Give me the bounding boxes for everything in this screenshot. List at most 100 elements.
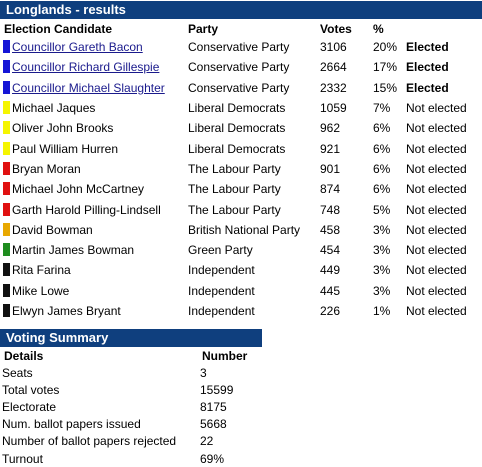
candidate-row: Mike Lowe Independent 445 3% Not elected <box>0 281 482 301</box>
candidate-name: Rita Farina <box>12 263 71 278</box>
votes-cell: 458 <box>320 222 341 237</box>
summary-label: Number of ballot papers rejected <box>2 434 177 449</box>
party-color-swatch <box>3 263 10 277</box>
candidate-row: Elwyn James Bryant Independent 226 1% Not el… <box>0 301 482 321</box>
party-color-swatch <box>3 101 10 115</box>
summary-header-row: Details Number <box>0 348 262 364</box>
party-cell: The Labour Party <box>188 182 281 197</box>
candidate-cell: Oliver John Brooks <box>0 118 184 138</box>
candidate-cell: Elwyn James Bryant <box>0 301 184 321</box>
summary-value: 8175 <box>200 399 227 414</box>
party-cell: Independent <box>188 283 255 298</box>
summary-value: 5668 <box>200 417 227 432</box>
percent-cell: 1% <box>373 304 391 318</box>
percent-cell: 3% <box>373 243 391 258</box>
votes-cell: 2664 <box>320 60 347 75</box>
candidate-column-header: Election Candidate <box>4 22 113 36</box>
summary-row: Electorate 8175 <box>0 398 262 415</box>
candidate-cell: Michael John McCartney <box>0 179 184 199</box>
percent-cell: 6% <box>373 121 391 136</box>
votes-cell: 748 <box>320 202 341 217</box>
party-color-swatch <box>3 121 10 135</box>
party-color-swatch <box>3 40 10 54</box>
status-column-header <box>402 21 482 37</box>
candidate-name-link[interactable]: Councillor Richard Gillespie <box>12 60 160 75</box>
candidate-name: Elwyn James Bryant <box>12 304 121 318</box>
candidate-cell: Councillor Michael Slaughter <box>0 78 184 98</box>
candidate-cell: Paul William Hurren <box>0 138 184 158</box>
status-cell: Not elected <box>406 263 467 278</box>
candidate-row: Michael John McCartney The Labour Party 87… <box>0 179 482 199</box>
percent-cell: 6% <box>373 161 391 176</box>
candidate-row: Paul William Hurren Liberal Democrats 921 6… <box>0 138 482 158</box>
votes-cell: 226 <box>320 304 341 318</box>
candidate-cell: Mike Lowe <box>0 281 184 301</box>
candidate-row: Garth Harold Pilling-Lindsell The Labour … <box>0 199 482 219</box>
summary-value: 69% <box>200 451 225 466</box>
votes-cell: 921 <box>320 141 341 156</box>
candidate-cell: Garth Harold Pilling-Lindsell <box>0 199 184 219</box>
candidate-cell: David Bowman <box>0 220 184 240</box>
candidate-row: David Bowman British National Party 458 3% N… <box>0 220 482 240</box>
candidate-row: Councillor Gareth Bacon Conservative Part… <box>0 37 482 57</box>
party-color-swatch <box>3 304 10 317</box>
candidate-cell: Councillor Gareth Bacon <box>0 37 184 57</box>
candidate-name: Michael John McCartney <box>12 182 145 197</box>
candidate-name-link[interactable]: Councillor Gareth Bacon <box>12 40 143 55</box>
candidate-name: Garth Harold Pilling-Lindsell <box>12 202 161 217</box>
status-cell: Not elected <box>406 141 467 156</box>
status-cell: Not elected <box>406 121 467 136</box>
candidate-row: Councillor Richard Gillespie Conservative… <box>0 57 482 77</box>
summary-label: Num. ballot papers issued <box>2 417 141 432</box>
candidate-cell: Councillor Richard Gillespie <box>0 57 184 77</box>
summary-row: Total votes 15599 <box>0 381 262 398</box>
candidate-row: Councillor Michael Slaughter Conservative… <box>0 78 482 98</box>
status-cell: Not elected <box>406 202 467 217</box>
votes-cell: 454 <box>320 243 341 258</box>
candidate-cell: Bryan Moran <box>0 159 184 179</box>
party-cell: The Labour Party <box>188 161 281 176</box>
results-header-row: Election Candidate Party Votes % <box>0 21 482 37</box>
percent-cell: 15% <box>373 80 398 95</box>
votes-cell: 901 <box>320 161 341 176</box>
candidate-name: Michael Jaques <box>12 101 96 116</box>
party-color-swatch <box>3 202 10 216</box>
votes-cell: 2332 <box>320 80 347 95</box>
percent-cell: 6% <box>373 182 391 197</box>
status-cell: Elected <box>406 60 449 75</box>
party-color-swatch <box>3 222 10 236</box>
party-cell: Green Party <box>188 243 253 258</box>
party-cell: Liberal Democrats <box>188 101 286 116</box>
summary-label: Turnout <box>2 451 43 466</box>
voting-summary-table: Details Number Seats 3 Total votes 15599 Ele… <box>0 348 262 467</box>
status-cell: Not elected <box>406 222 467 237</box>
votes-cell: 449 <box>320 263 341 278</box>
summary-row: Num. ballot papers issued 5668 <box>0 416 262 433</box>
percent-cell: 17% <box>373 60 398 75</box>
status-cell: Not elected <box>406 304 467 318</box>
number-column-header: Number <box>202 349 248 363</box>
percent-cell: 3% <box>373 263 391 278</box>
details-column-header: Details <box>4 349 44 363</box>
party-color-swatch <box>3 161 10 175</box>
candidate-row: Michael Jaques Liberal Democrats 1059 7% Not… <box>0 98 482 118</box>
votes-cell: 3106 <box>320 40 347 55</box>
candidate-cell: Rita Farina <box>0 260 184 280</box>
party-color-swatch <box>3 80 10 94</box>
status-cell: Not elected <box>406 283 467 298</box>
status-cell: Not elected <box>406 101 467 116</box>
party-cell: Independent <box>188 263 255 278</box>
candidate-cell: Michael Jaques <box>0 98 184 118</box>
percent-cell: 3% <box>373 222 391 237</box>
summary-row: Seats 3 <box>0 364 262 381</box>
percent-cell: 3% <box>373 283 391 298</box>
candidate-name: Bryan Moran <box>12 161 81 176</box>
party-cell: Liberal Democrats <box>188 121 286 136</box>
party-color-swatch <box>3 60 10 74</box>
candidate-row: Martin James Bowman Green Party 454 3% Not e… <box>0 240 482 260</box>
party-color-swatch <box>3 141 10 155</box>
candidate-name-link[interactable]: Councillor Michael Slaughter <box>12 80 165 95</box>
percent-cell: 5% <box>373 202 391 217</box>
candidate-cell: Martin James Bowman <box>0 240 184 260</box>
summary-section-title: Voting Summary <box>0 329 262 347</box>
